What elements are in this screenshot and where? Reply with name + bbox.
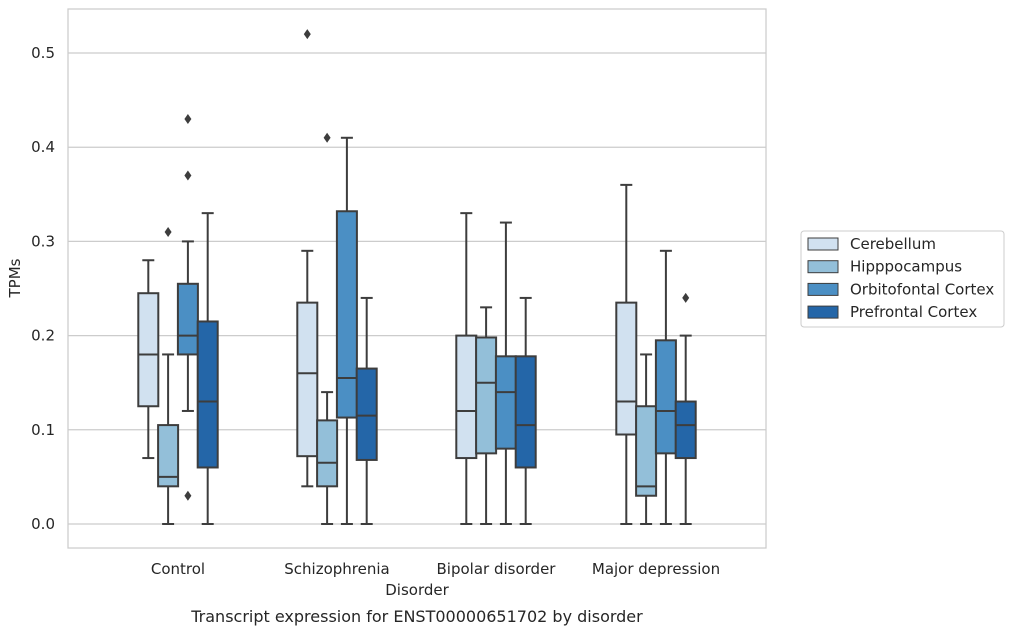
legend-swatch: [807, 260, 839, 274]
box-iqr: [137, 292, 160, 408]
box-orbitofontal-cortex: [654, 249, 677, 525]
box-hipppocampus: [157, 226, 180, 525]
plot-frame: [67, 8, 767, 549]
box-hipppocampus: [635, 353, 658, 525]
box-iqr: [475, 336, 498, 455]
x-tick-label: Schizophrenia: [284, 560, 389, 578]
box-iqr: [316, 419, 339, 488]
box-prefrontal-cortex: [674, 292, 697, 525]
legend-label: Prefrontal Cortex: [850, 303, 977, 321]
box-cerebellum: [615, 183, 638, 525]
box-iqr: [635, 405, 658, 497]
x-axis-label: Disorder: [385, 581, 449, 599]
y-tick-labels: 0.0 0.1 0.2 0.3 0.4 0.5: [31, 44, 55, 533]
box-groups: [137, 29, 697, 525]
box-iqr: [157, 424, 180, 488]
legend-swatch: [807, 305, 839, 319]
box-iqr: [494, 355, 517, 450]
box-iqr: [335, 210, 358, 419]
box-iqr: [455, 334, 478, 460]
outlier-point: [164, 226, 172, 237]
box-prefrontal-cortex: [514, 296, 537, 525]
outlier-point: [323, 132, 331, 143]
y-axis-label: TPMs: [6, 258, 24, 298]
box-orbitofontal-cortex: [335, 136, 358, 525]
box-cerebellum: [137, 259, 160, 460]
legend-frame: [800, 230, 1005, 328]
y-tick-label: 0.1: [31, 421, 55, 439]
x-tick-label: Major depression: [592, 560, 720, 578]
x-tick-labels: Control Schizophrenia Bipolar disorder Majo…: [151, 560, 720, 578]
legend: Cerebellum Hipppocampus Orbitofontal Corte…: [800, 230, 1005, 328]
box-cerebellum: [455, 212, 478, 525]
box-prefrontal-cortex: [355, 296, 378, 525]
legend-swatch: [807, 282, 839, 296]
box-iqr: [355, 367, 378, 461]
outlier-point: [184, 170, 192, 181]
y-tick-label: 0.2: [31, 327, 55, 345]
box-orbitofontal-cortex: [176, 113, 199, 501]
box-prefrontal-cortex: [196, 212, 219, 525]
box-iqr: [176, 282, 199, 356]
y-tick-label: 0.5: [31, 44, 55, 62]
y-tick-label: 0.0: [31, 515, 55, 533]
legend-swatch: [807, 237, 839, 251]
x-tick-label: Control: [151, 560, 205, 578]
chart-caption: Transcript expression for ENST0000065170…: [190, 607, 643, 626]
outlier-point: [682, 292, 690, 303]
box-iqr: [514, 355, 537, 469]
y-tick-label: 0.4: [31, 138, 55, 156]
box-iqr: [196, 320, 219, 469]
box-hipppocampus: [316, 132, 339, 525]
y-tick-label: 0.3: [31, 232, 55, 250]
x-tick-label: Bipolar disorder: [437, 560, 557, 578]
box-iqr: [654, 339, 677, 455]
box-orbitofontal-cortex: [494, 221, 517, 525]
box-iqr: [296, 301, 319, 458]
legend-label: Orbitofontal Cortex: [850, 280, 994, 298]
box-cerebellum: [296, 29, 319, 488]
box-iqr: [674, 400, 697, 460]
legend-label: Hipppocampus: [850, 258, 962, 276]
box-iqr: [615, 301, 638, 436]
outlier-point: [184, 113, 192, 124]
outlier-point: [303, 29, 311, 40]
legend-label: Cerebellum: [850, 235, 936, 253]
outlier-point: [184, 490, 192, 501]
